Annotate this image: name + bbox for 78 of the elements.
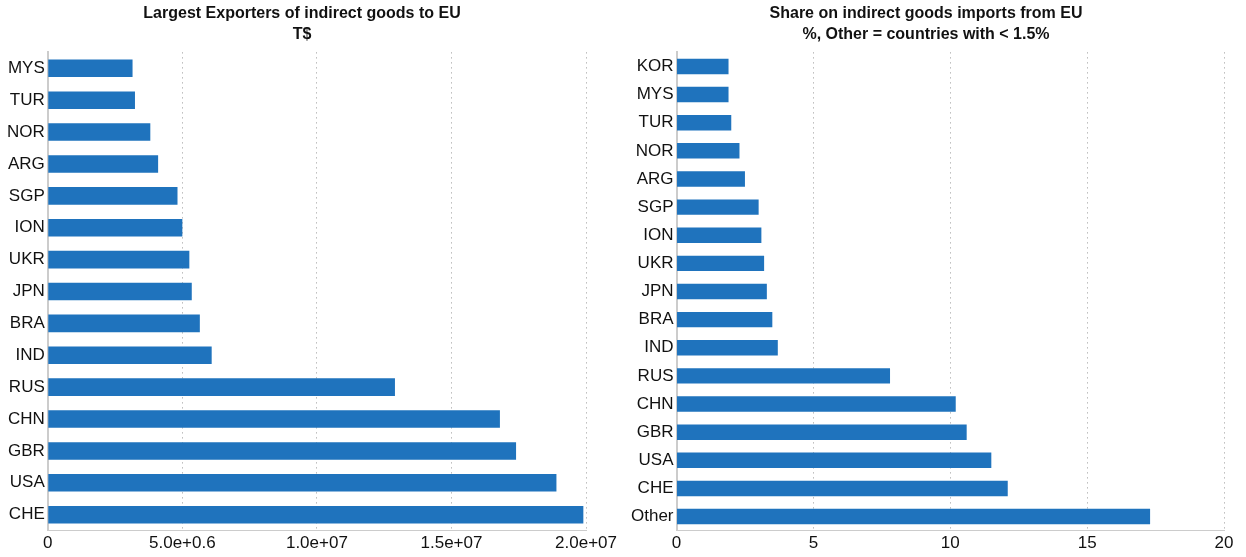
y-tick-label: IND	[15, 344, 45, 364]
bar	[677, 480, 1008, 497]
bar	[677, 368, 891, 384]
y-tick-label: JPN	[641, 281, 674, 301]
bar	[48, 218, 183, 237]
x-tick-label: 2.0e+07	[555, 533, 618, 553]
y-tick-label: TUR	[9, 89, 45, 109]
bar	[677, 199, 759, 215]
y-tick-label: SGP	[637, 196, 674, 216]
x-tick-label: 5.0e+0.6	[149, 533, 216, 553]
y-tick-label: NOR	[635, 140, 674, 160]
bar	[48, 314, 200, 333]
chart-title: Share on indirect goods imports from EU	[769, 4, 1083, 22]
y-tick-label: CHE	[637, 478, 674, 498]
y-tick-label: UKR	[637, 253, 674, 273]
bar	[677, 86, 729, 103]
bar	[677, 396, 956, 412]
y-tick-label: ION	[14, 217, 45, 237]
bar	[48, 282, 192, 301]
y-tick-label: TUR	[638, 112, 674, 132]
bar	[48, 442, 517, 460]
bar	[48, 123, 151, 141]
y-tick-label: KOR	[636, 56, 674, 76]
bar	[677, 143, 740, 159]
bar	[48, 410, 500, 428]
bar	[48, 505, 584, 524]
y-tick-label: ARG	[7, 153, 45, 173]
bar	[677, 340, 778, 356]
bar	[677, 114, 732, 131]
y-tick-label: ION	[643, 224, 674, 244]
x-tick-label: 15	[1077, 533, 1097, 553]
bar	[677, 311, 773, 328]
bar	[677, 58, 729, 75]
chart-title: Largest Exporters of indirect goods to EU	[143, 4, 461, 22]
chart-subtitle: T$	[292, 25, 312, 43]
bar	[48, 346, 212, 365]
bar	[48, 155, 159, 173]
x-tick-label: 5	[808, 533, 819, 553]
chart-subtitle: %, Other = countries with < 1.5%	[802, 25, 1050, 43]
x-tick-label: 1.5e+07	[420, 533, 483, 553]
x-tick-label: 0	[671, 533, 682, 553]
y-tick-label: IND	[644, 337, 674, 357]
bar	[48, 250, 190, 269]
y-tick-label: CHN	[7, 408, 45, 428]
y-tick-label: RUS	[637, 365, 674, 385]
bar	[48, 474, 557, 492]
y-tick-label: JPN	[12, 281, 45, 301]
bar	[677, 171, 745, 187]
x-tick-label: 20	[1214, 533, 1234, 553]
y-tick-label: NOR	[7, 121, 45, 141]
bar	[48, 91, 135, 109]
bar	[677, 283, 767, 300]
bar	[48, 187, 178, 205]
y-tick-label: RUS	[8, 376, 45, 396]
bar	[677, 255, 765, 272]
y-tick-label: UKR	[8, 249, 45, 269]
x-tick-label: 1.0e+07	[285, 533, 348, 553]
y-tick-label: USA	[638, 449, 675, 469]
bar	[677, 227, 762, 243]
y-tick-label: USA	[9, 472, 46, 492]
y-tick-label: MYS	[7, 58, 45, 78]
x-tick-label: 0	[43, 533, 53, 553]
y-tick-label: Other	[630, 506, 674, 526]
y-tick-label: BRA	[638, 309, 675, 329]
x-tick-label: 10	[940, 533, 960, 553]
bar	[677, 452, 992, 469]
bar	[48, 378, 395, 396]
bar	[677, 424, 967, 440]
y-tick-label: CHE	[8, 504, 45, 524]
bar	[677, 508, 1151, 525]
y-tick-label: ARG	[636, 168, 674, 188]
y-tick-label: GBR	[636, 421, 674, 441]
y-tick-label: GBR	[7, 440, 45, 460]
y-tick-label: MYS	[636, 84, 674, 104]
y-tick-label: BRA	[9, 313, 46, 333]
y-tick-label: CHN	[636, 393, 674, 413]
bar	[48, 59, 133, 78]
y-tick-label: SGP	[8, 185, 45, 205]
